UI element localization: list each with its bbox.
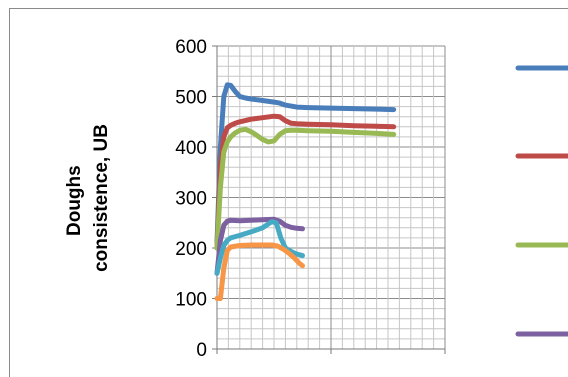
y-tick-label: 200	[175, 239, 207, 260]
grid	[216, 45, 446, 350]
series	[214, 82, 397, 301]
y-axis-title: Doughs consistence, UB	[64, 124, 112, 272]
y-tick-label: 300	[175, 189, 207, 210]
series-line-3	[214, 126, 397, 251]
y-tick-labels: 0 100 200 300 400 500 600	[175, 37, 207, 361]
y-tick-label: 400	[175, 138, 207, 159]
series-line-6	[214, 242, 305, 301]
series-line-2	[214, 113, 397, 251]
y-tick-label: 100	[175, 290, 207, 311]
y-axis-title-line-2: consistence, UB	[91, 124, 112, 272]
chart-frame	[9, 8, 568, 377]
axes	[212, 45, 446, 354]
y-tick-label: 0	[196, 340, 207, 361]
legend	[515, 65, 568, 337]
y-axis-title-line-1: Doughs	[64, 165, 85, 236]
series-line-1	[214, 82, 397, 246]
y-tick-label: 600	[175, 37, 207, 58]
series-line-4	[214, 216, 305, 276]
y-tick-label: 500	[175, 88, 207, 109]
